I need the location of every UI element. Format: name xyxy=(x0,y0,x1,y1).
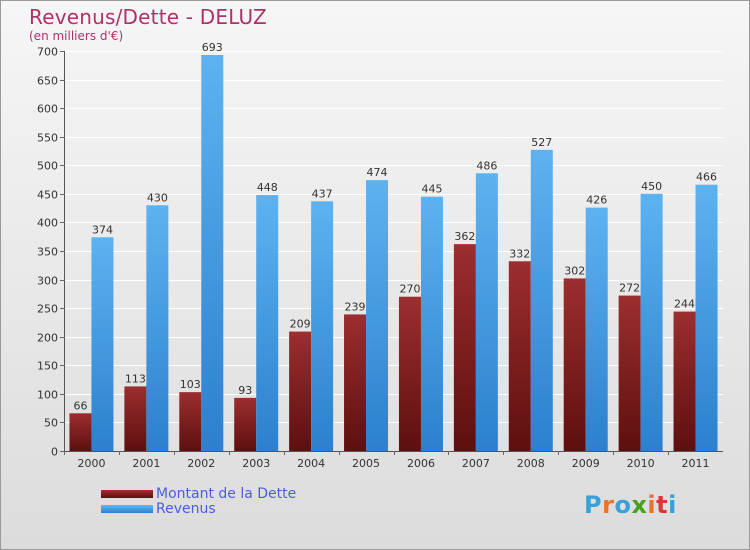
x-tick-label: 2005 xyxy=(352,457,380,470)
bar-revenus xyxy=(201,55,224,451)
data-label-revenus: 486 xyxy=(476,159,497,172)
x-tick-label: 2000 xyxy=(77,457,105,470)
bar-dette xyxy=(673,311,696,451)
y-tick-label: 550 xyxy=(37,132,58,145)
chart-subtitle: (en milliers d'€) xyxy=(29,29,124,43)
data-label-revenus: 374 xyxy=(92,223,113,236)
data-label-dette: 93 xyxy=(238,384,252,397)
bar-revenus xyxy=(695,184,718,451)
y-tick-label: 250 xyxy=(37,303,58,316)
y-tick-label: 500 xyxy=(37,160,58,173)
y-tick-label: 50 xyxy=(44,417,58,430)
data-label-revenus: 527 xyxy=(531,136,552,149)
y-tick-label: 450 xyxy=(37,189,58,202)
x-tick-label: 2003 xyxy=(242,457,270,470)
bar-revenus xyxy=(420,196,443,451)
data-label-dette: 239 xyxy=(345,300,366,313)
x-tick-label: 2010 xyxy=(627,457,655,470)
bar-revenus xyxy=(640,193,663,451)
data-label-revenus: 448 xyxy=(257,181,278,194)
y-tick-label: 200 xyxy=(37,332,58,345)
bar-revenus xyxy=(311,201,334,451)
proxiti-logo: Proxiti xyxy=(584,491,677,519)
bar-dette xyxy=(453,244,476,451)
data-label-revenus: 430 xyxy=(147,191,168,204)
legend-swatch-revenus xyxy=(101,505,153,513)
chart-title: Revenus/Dette - DELUZ xyxy=(29,5,267,29)
data-label-revenus: 466 xyxy=(696,171,717,184)
y-tick-label: 650 xyxy=(37,75,58,88)
data-label-dette: 244 xyxy=(674,298,695,311)
y-tick-label: 0 xyxy=(51,446,58,459)
x-tick-label: 2004 xyxy=(297,457,325,470)
data-label-dette: 272 xyxy=(619,282,640,295)
y-tick-label: 700 xyxy=(37,46,58,59)
bar-dette xyxy=(234,397,257,451)
x-tick-label: 2006 xyxy=(407,457,435,470)
data-label-dette: 66 xyxy=(73,399,87,412)
data-label-revenus: 450 xyxy=(641,180,662,193)
bar-revenus xyxy=(146,205,169,451)
y-tick-label: 400 xyxy=(37,217,58,230)
logo-letter: i xyxy=(668,491,677,519)
y-tick-label: 150 xyxy=(37,360,58,373)
logo-letter: x xyxy=(631,491,648,519)
data-label-dette: 362 xyxy=(454,230,475,243)
bar-revenus xyxy=(256,195,279,451)
logo-letter: r xyxy=(602,491,615,519)
x-tick-label: 2002 xyxy=(187,457,215,470)
x-tick-label: 2011 xyxy=(682,457,710,470)
y-tick-label: 600 xyxy=(37,103,58,116)
x-tick-label: 2001 xyxy=(132,457,160,470)
bar-dette xyxy=(563,278,586,451)
data-label-revenus: 445 xyxy=(421,183,442,196)
bar-revenus xyxy=(475,173,498,452)
bar-dette xyxy=(344,314,367,451)
bar-revenus xyxy=(366,180,389,451)
bar-dette xyxy=(289,331,312,451)
x-tick-label: 2008 xyxy=(517,457,545,470)
logo-letter: i xyxy=(647,491,657,519)
data-label-dette: 332 xyxy=(509,247,530,260)
bar-revenus xyxy=(91,237,114,451)
legend-label-dette: Montant de la Dette xyxy=(156,486,297,502)
data-label-dette: 113 xyxy=(125,372,146,385)
data-label-revenus: 426 xyxy=(586,194,607,207)
data-label-dette: 103 xyxy=(180,378,201,391)
data-label-revenus: 437 xyxy=(312,187,333,200)
bar-dette xyxy=(124,386,147,451)
bar-revenus xyxy=(585,207,608,451)
y-tick-label: 100 xyxy=(37,389,58,402)
bar-dette xyxy=(69,413,92,451)
logo-letter: o xyxy=(614,491,632,519)
bar-dette xyxy=(398,296,421,451)
y-tick-label: 300 xyxy=(37,275,58,288)
logo-letter: t xyxy=(656,491,669,519)
x-tick-label: 2007 xyxy=(462,457,490,470)
legend-label-revenus: Revenus xyxy=(156,501,216,517)
data-label-revenus: 693 xyxy=(202,41,223,54)
y-tick-label: 350 xyxy=(37,246,58,259)
data-label-dette: 209 xyxy=(290,318,311,331)
legend-swatch-dette xyxy=(101,490,153,498)
logo-letter: P xyxy=(584,491,603,519)
x-tick-label: 2009 xyxy=(572,457,600,470)
bar-dette xyxy=(508,261,531,451)
data-label-dette: 270 xyxy=(399,283,420,296)
bar-dette xyxy=(179,392,202,451)
bar-dette xyxy=(618,295,641,451)
bar-revenus xyxy=(530,149,553,451)
data-label-revenus: 474 xyxy=(367,166,388,179)
data-label-dette: 302 xyxy=(564,264,585,277)
